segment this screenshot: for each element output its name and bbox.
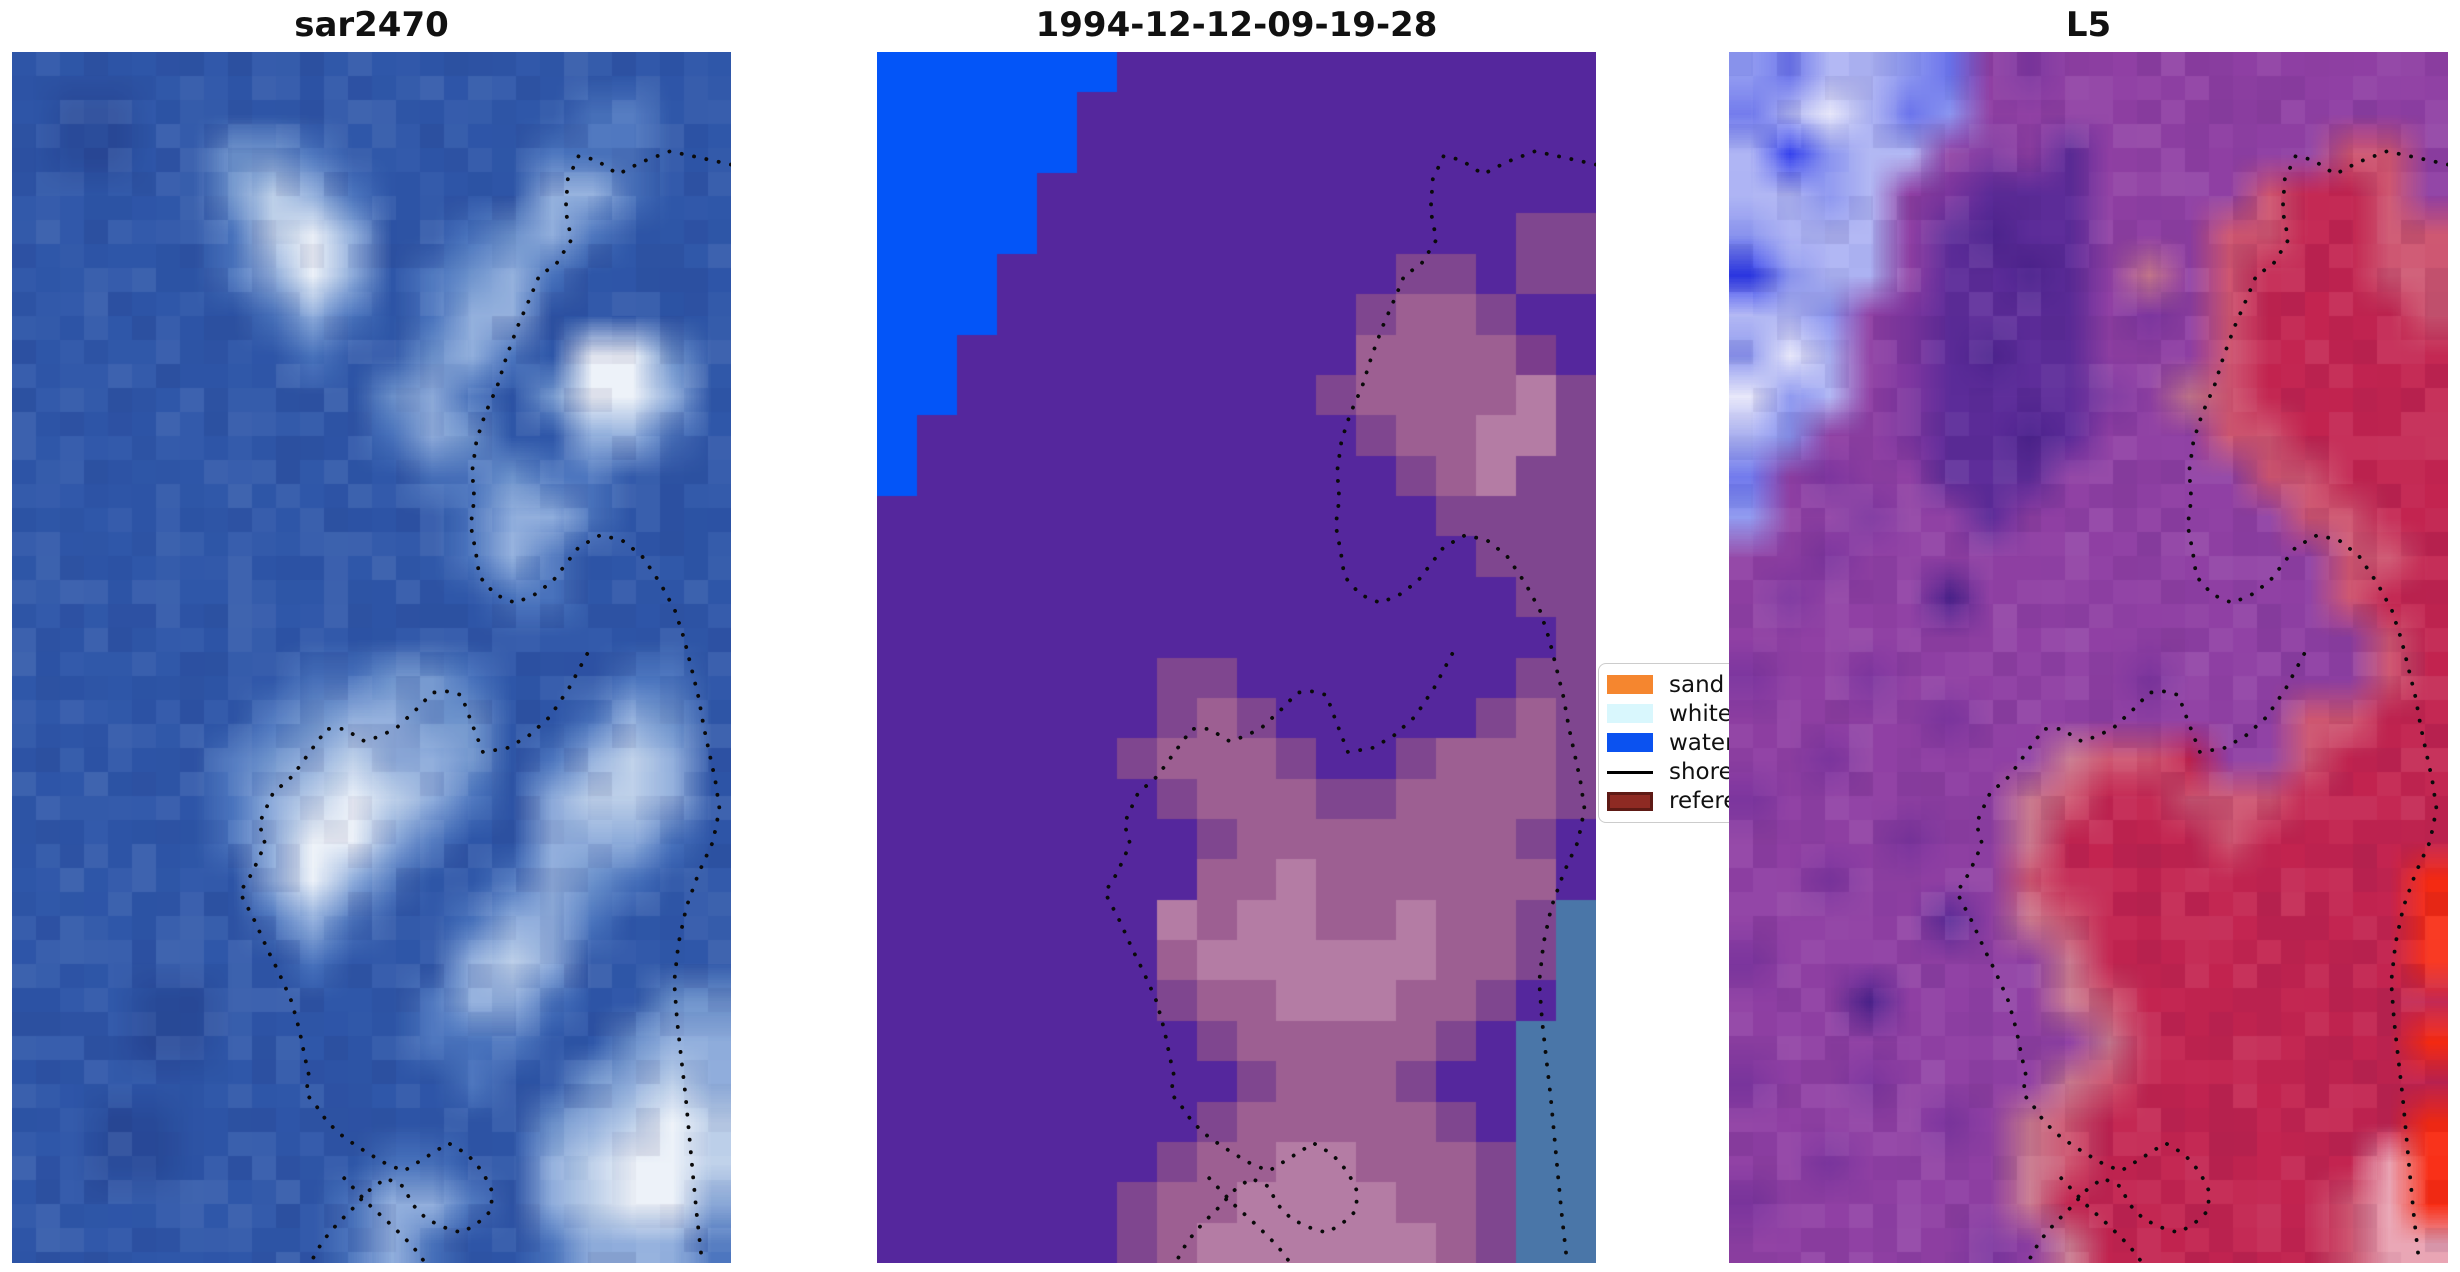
reference-swatch [1607,791,1653,811]
legend-item-sand: sand [1607,672,1763,698]
panel-title-sar2470: sar2470 [294,5,449,45]
whitewater-swatch [1607,704,1653,724]
legend-label: water [1669,729,1735,756]
sar2470-image [12,52,731,1263]
l5-image [1729,52,2448,1263]
panel-sar2470 [12,52,731,1263]
legend-item-water: water [1607,730,1763,756]
panel-l5 [1729,52,2448,1263]
shoreline-contour [1954,149,2448,1263]
shoreline-contour [1102,149,1596,1263]
panel-classified [877,52,1596,1263]
shoreline-contour [237,149,731,1263]
panel-title-date: 1994-12-12-09-19-28 [1035,5,1438,45]
panel-title-l5: L5 [2065,5,2112,45]
water-swatch [1607,733,1653,753]
legend-label: sand [1669,671,1725,698]
sand-swatch [1607,675,1653,695]
shoreline-line-swatch [1607,770,1653,774]
classified-image [877,52,1596,1263]
